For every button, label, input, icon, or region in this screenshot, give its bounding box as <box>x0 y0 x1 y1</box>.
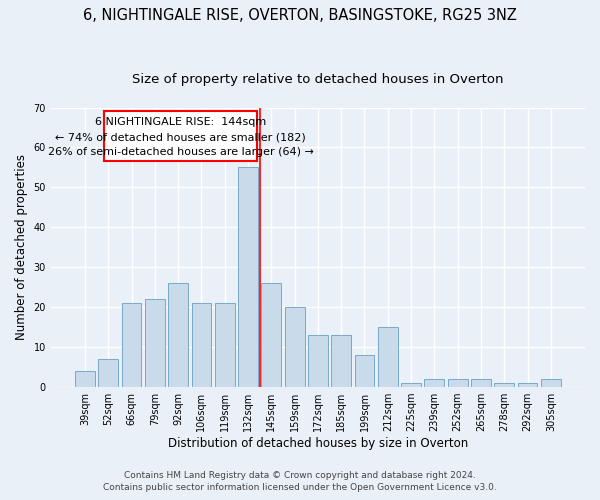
Bar <box>122 303 142 387</box>
Bar <box>494 383 514 387</box>
X-axis label: Distribution of detached houses by size in Overton: Distribution of detached houses by size … <box>168 437 468 450</box>
Title: Size of property relative to detached houses in Overton: Size of property relative to detached ho… <box>132 72 503 86</box>
Bar <box>285 307 305 387</box>
Bar <box>215 303 235 387</box>
Bar <box>104 112 257 162</box>
Bar <box>424 379 444 387</box>
Bar <box>262 283 281 387</box>
Bar <box>145 299 165 387</box>
Bar <box>355 355 374 387</box>
Text: 6, NIGHTINGALE RISE, OVERTON, BASINGSTOKE, RG25 3NZ: 6, NIGHTINGALE RISE, OVERTON, BASINGSTOK… <box>83 8 517 22</box>
Text: 6 NIGHTINGALE RISE:  144sqm: 6 NIGHTINGALE RISE: 144sqm <box>95 118 266 128</box>
Bar <box>401 383 421 387</box>
Bar <box>168 283 188 387</box>
Bar <box>518 383 538 387</box>
Bar <box>331 335 351 387</box>
Bar <box>471 379 491 387</box>
Bar <box>448 379 467 387</box>
Bar <box>98 359 118 387</box>
Bar <box>75 371 95 387</box>
Y-axis label: Number of detached properties: Number of detached properties <box>15 154 28 340</box>
Bar <box>378 327 398 387</box>
Text: ← 74% of detached houses are smaller (182): ← 74% of detached houses are smaller (18… <box>55 132 306 142</box>
Text: Contains HM Land Registry data © Crown copyright and database right 2024.
Contai: Contains HM Land Registry data © Crown c… <box>103 471 497 492</box>
Text: 26% of semi-detached houses are larger (64) →: 26% of semi-detached houses are larger (… <box>47 148 313 158</box>
Bar <box>541 379 561 387</box>
Bar <box>308 335 328 387</box>
Bar <box>191 303 211 387</box>
Bar <box>238 168 258 387</box>
